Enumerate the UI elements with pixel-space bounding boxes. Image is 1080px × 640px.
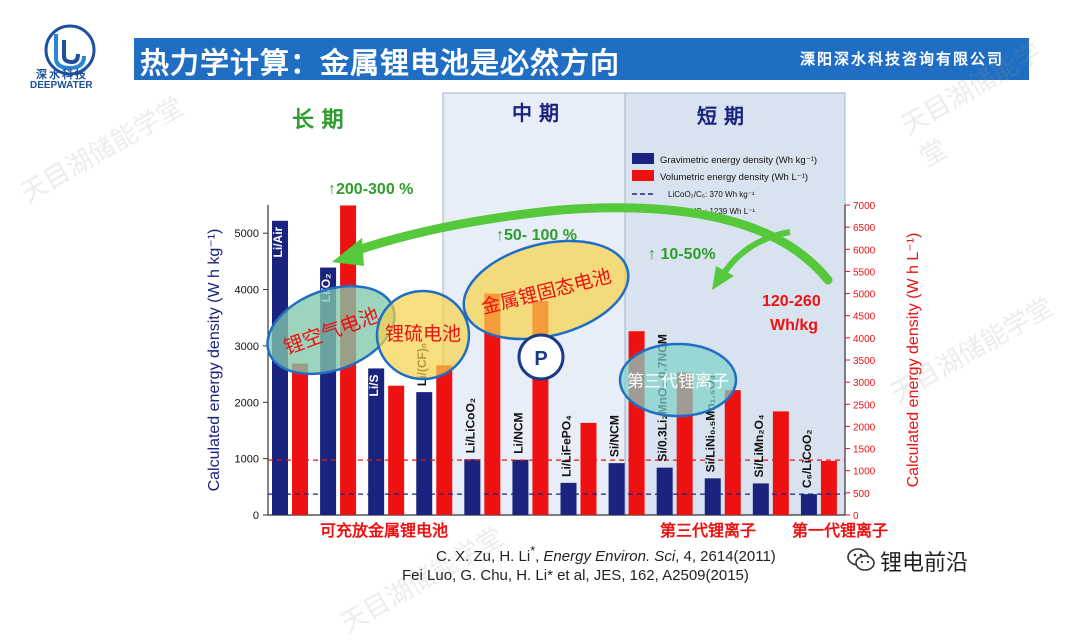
legend-gravimetric: Gravimetric energy density (Wh kg⁻¹) [660, 155, 817, 166]
bar-gravimetric [272, 220, 288, 516]
bottom-label-first-gen: 第一代锂离子 [792, 521, 888, 540]
y-left-tick-label: 4000 [235, 285, 259, 297]
bar-volumetric [292, 363, 308, 515]
category-label: C₆/LiCoO₂ [800, 429, 814, 488]
legend-ref-gravimetric: LiCoO₂/C₆: 370 Wh kg⁻¹ [668, 190, 755, 199]
bar-gravimetric [560, 482, 577, 515]
annotation-up-long: ↑200-300 % [328, 181, 413, 198]
y-left-tick-label: 0 [253, 510, 259, 522]
y-left-tick-label: 1000 [235, 454, 259, 466]
bar-volumetric [388, 385, 405, 515]
y-right-tick-label: 2000 [853, 422, 876, 433]
category-label: Si/LiMn₂O₄ [752, 414, 766, 477]
bubble-li-s [375, 289, 471, 381]
citation-1-journal: Energy Environ. Sci [543, 548, 676, 565]
y-left-tick-label: 2000 [235, 397, 259, 409]
page-title: 热力学计算：金属锂电池是必然方向 [140, 46, 621, 80]
bar-volumetric [772, 411, 789, 515]
annotation-target-line1: 120-260 [762, 293, 821, 310]
period-short-label: 短 期 [697, 104, 744, 128]
period-mid-label: 中 期 [512, 101, 559, 125]
y-axis-right-label: Calculated energy density (W h L⁻¹) [905, 233, 922, 488]
annotation-target-line2: Wh/kg [770, 317, 818, 334]
y-right-tick-label: 5500 [853, 267, 876, 278]
legend-ref-volumetric: LiCoO₂/C₆: 1239 Wh L⁻¹ [668, 207, 755, 216]
citation-1-tail: , 4, 2614(2011) [675, 548, 776, 565]
y-right-tick-label: 5000 [853, 290, 876, 301]
green-arc-arrow [347, 203, 833, 285]
legend-swatch-gravimetric [632, 153, 654, 164]
y-right-tick-label: 3000 [853, 378, 876, 389]
logo-english-name: DEEPWATER [30, 80, 93, 91]
y-right-tick-label: 1500 [853, 445, 876, 456]
bubble-li-s-label: 锂硫电池 [385, 323, 461, 345]
bottom-label-third-gen: 第三代锂离子 [660, 521, 756, 540]
company-name: 溧阳深水科技咨询有限公司 [800, 50, 1005, 68]
legend-volumetric: Volumetric energy density (Wh L⁻¹) [660, 172, 808, 183]
energy-density-chart: 长 期 中 期 短 期 0 1000 2000 3000 4000 5000 0 500 10… [206, 92, 922, 540]
category-label: Li/Air [271, 226, 285, 257]
bottom-label-rechargeable-li-metal: 可充放金属锂电池 [320, 521, 448, 540]
green-arrowhead-left [332, 238, 364, 266]
bar-gravimetric [368, 368, 385, 515]
bar-gravimetric [608, 463, 625, 515]
bubble-third-gen [618, 342, 738, 418]
category-label: Li/LiFePO₄ [560, 415, 574, 477]
annotation-up-short: ↑ 10-50% [648, 246, 716, 263]
y-right-tick-label: 0 [853, 511, 859, 522]
logo-chinese-name: 深水科技 [36, 68, 88, 81]
y-right-tick-label: 500 [853, 489, 870, 500]
citation-1-authors: C. X. Zu, H. Li [436, 548, 531, 565]
bar-gravimetric [512, 459, 529, 515]
bar-gravimetric [704, 478, 721, 515]
bar-volumetric [820, 460, 837, 515]
y-right-tick-label: 2500 [853, 400, 876, 411]
title-bar [134, 38, 1029, 80]
institute-seal-icon [517, 333, 565, 381]
category-label: Si/NCM [608, 415, 622, 457]
y-right-tick-label: 4500 [853, 312, 876, 323]
wechat-icon [847, 548, 875, 571]
y-right-tick-label: 7000 [853, 201, 876, 212]
wechat-account-name: 锂电前沿 [880, 551, 969, 576]
legend-swatch-volumetric [632, 170, 654, 181]
bar-gravimetric [752, 483, 769, 515]
bubble-solid-state [462, 239, 630, 341]
y-right-tick-label: 3500 [853, 356, 876, 367]
citation-1: C. X. Zu, H. Li*, Energy Environ. Sci, 4… [436, 544, 776, 565]
annotation-up-mid: ↑50- 100 % [496, 227, 577, 244]
bar-volumetric [580, 422, 597, 515]
bar-volumetric [436, 365, 453, 515]
category-label: Li/LiCoO₂ [463, 398, 477, 453]
y-left-tick-label: 5000 [235, 228, 259, 240]
period-long-label: 长 期 [292, 108, 344, 133]
y-axis-left-label: Calculated energy density (W h kg⁻¹) [206, 229, 223, 492]
green-arrowhead-short [712, 266, 734, 290]
bar-gravimetric [656, 467, 673, 515]
institute-seal-glyph: P [534, 348, 547, 370]
y-right-tick-label: 6000 [853, 245, 876, 256]
category-label: Li/S [367, 374, 381, 396]
citation-2: Fei Luo, G. Chu, H. Li* et al, JES, 162,… [402, 567, 749, 584]
citation-1-star: * [530, 544, 536, 558]
bar-gravimetric [416, 392, 433, 515]
y-right-tick-label: 1000 [853, 467, 876, 478]
deepwater-logo-icon [44, 24, 96, 76]
bar-gravimetric [464, 459, 481, 515]
bar-volumetric [724, 390, 741, 515]
y-left-tick-label: 3000 [235, 341, 259, 353]
bubble-third-gen-label: 第三代锂离子 [627, 372, 729, 392]
category-label: Li/NCM [511, 412, 525, 453]
green-short-arrow [719, 229, 791, 278]
bar-gravimetric [800, 494, 817, 515]
y-right-tick-label: 4000 [853, 334, 876, 345]
y-right-tick-label: 6500 [853, 223, 876, 234]
